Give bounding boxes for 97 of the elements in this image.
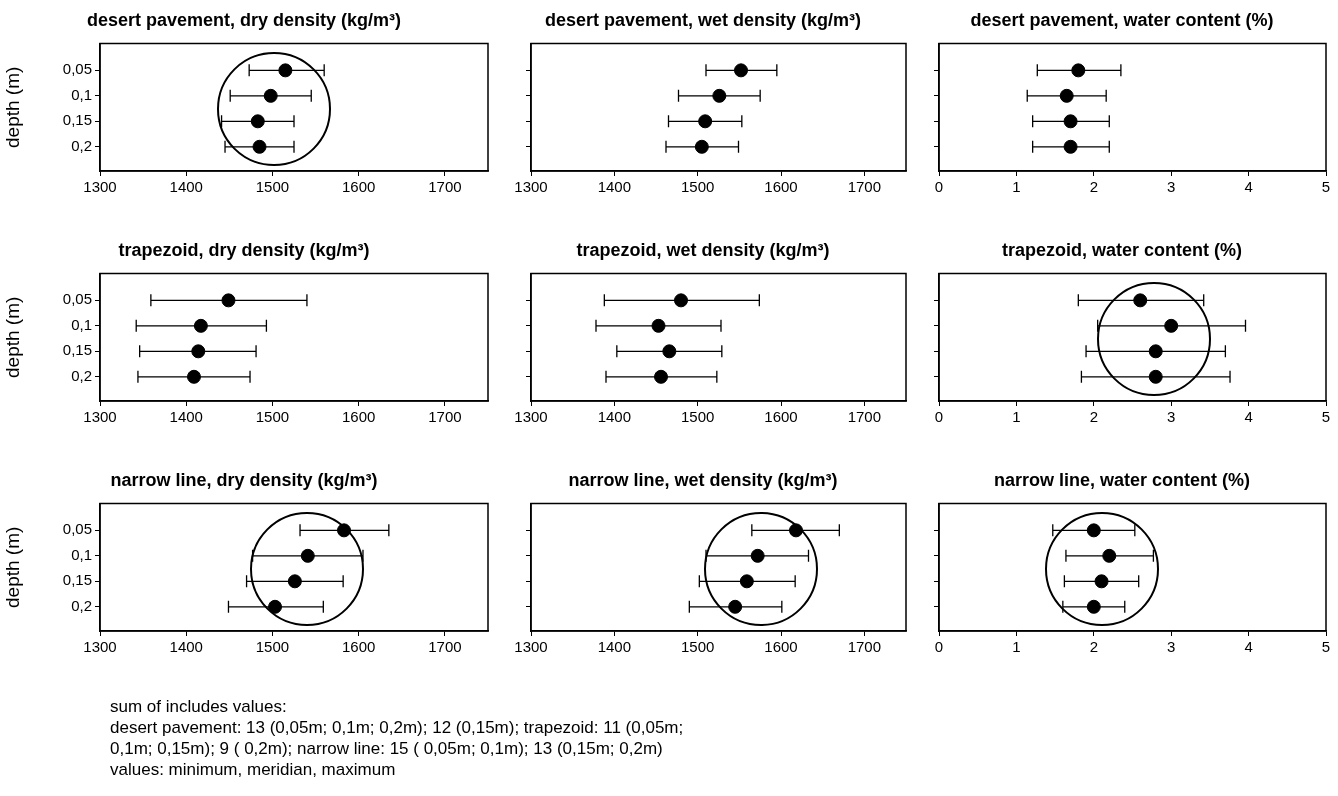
x-tick-label: 2: [1089, 178, 1098, 196]
x-tick-label: 1300: [514, 408, 548, 426]
chart-title: trapezoid, dry density (kg/m³): [118, 239, 370, 260]
chart-title: narrow line, wet density (kg/m³): [568, 469, 838, 490]
x-tick-label: 1500: [255, 638, 290, 656]
x-tick-label: 1500: [255, 178, 290, 196]
point: [268, 599, 283, 614]
x-tick-label: 5: [1321, 408, 1331, 426]
x-tick-label: 4: [1244, 178, 1253, 196]
x-tick-label: 1600: [764, 178, 798, 196]
chart-title: narrow line, water content (%): [993, 469, 1251, 490]
y-tick-label: 0,05: [62, 60, 92, 78]
x-tick-label: 3: [1167, 178, 1176, 196]
chart-title: trapezoid, wet density (kg/m³): [576, 239, 830, 260]
point: [698, 114, 713, 129]
chart-title: trapezoid, water content (%): [1001, 239, 1243, 260]
x-tick-label: 1600: [341, 178, 376, 196]
x-tick-label: 1600: [764, 408, 798, 426]
x-tick-label: 1300: [514, 638, 548, 656]
y-tick-label: 0,15: [62, 571, 92, 589]
x-tick-label: 1700: [428, 638, 462, 656]
x-tick-label: 1600: [341, 408, 376, 426]
x-tick-label: 1700: [847, 408, 882, 426]
x-tick-label: 1500: [680, 178, 715, 196]
point: [252, 139, 267, 154]
point: [250, 114, 265, 129]
y-tick-label: 0,05: [62, 290, 92, 308]
x-tick-label: 5: [1321, 178, 1331, 196]
point: [193, 318, 208, 333]
y-tick-label: 0,1: [71, 85, 92, 103]
x-tick-label: 1700: [428, 178, 462, 196]
x-tick-label: 1700: [847, 178, 882, 196]
point: [278, 63, 293, 78]
point: [651, 318, 666, 333]
x-tick-label: 0: [934, 408, 944, 426]
y-tick-label: 0,15: [62, 341, 92, 359]
x-tick-label: 1600: [341, 638, 376, 656]
x-tick-label: 5: [1321, 638, 1331, 656]
y-tick-label: 0,2: [71, 136, 92, 154]
x-tick-label: 1400: [169, 638, 203, 656]
y-tick-label: 0,1: [71, 545, 92, 563]
chart-title: desert pavement, water content (%): [970, 9, 1274, 30]
text: sum of includes values:: [110, 696, 288, 717]
x-tick-label: 1500: [680, 408, 715, 426]
x-tick-label: 1700: [428, 408, 462, 426]
x-tick-label: 1300: [514, 178, 548, 196]
x-tick-label: 1: [1012, 638, 1021, 656]
x-tick-label: 2: [1089, 638, 1098, 656]
x-tick-label: 4: [1244, 408, 1253, 426]
y-tick-label: 0,05: [62, 520, 92, 538]
point: [750, 548, 765, 563]
x-tick-label: 0: [934, 638, 944, 656]
x-tick-label: 1: [1012, 178, 1021, 196]
x-tick-label: 1400: [597, 178, 632, 196]
chart-title: narrow line, dry density (kg/m³): [110, 469, 378, 490]
point: [694, 139, 709, 154]
point: [221, 293, 236, 308]
point: [186, 369, 201, 384]
y-tick-label: 0,2: [71, 596, 92, 614]
x-tick-label: 1600: [764, 638, 798, 656]
x-tick-label: 1400: [169, 178, 203, 196]
x-tick-label: 1300: [83, 408, 117, 426]
x-tick-label: 3: [1167, 408, 1176, 426]
x-tick-label: 1300: [83, 178, 117, 196]
point: [728, 599, 743, 614]
x-tick-label: 4: [1244, 638, 1253, 656]
x-tick-label: 1400: [169, 408, 203, 426]
text: desert pavement: 13 (0,05m; 0,1m; 0,2m); 12 (0,15m); trapezoid: 11 (0,05m; 0,1m; 0,15m); 9 ( 0,2m); narrow line: 15 ( 0,05m; 0,1m); 13 (0,15m; 0,2m): [110, 717, 685, 759]
x-tick-label: 1400: [597, 638, 632, 656]
point: [300, 548, 315, 563]
point: [654, 369, 668, 384]
point: [662, 344, 677, 359]
point: [739, 574, 754, 589]
x-tick-label: 0: [934, 178, 944, 196]
x-tick-label: 1400: [597, 408, 632, 426]
chart-title: desert pavement, wet density (kg/m³): [544, 9, 862, 30]
x-tick-label: 3: [1167, 638, 1176, 656]
x-tick-label: 1700: [847, 638, 882, 656]
x-tick-label: 1300: [83, 638, 117, 656]
y-axis-title: depth (m): [1, 66, 23, 148]
point: [734, 63, 748, 78]
point: [712, 88, 727, 103]
text: values: minimum, meridian, maximum: [110, 759, 397, 780]
x-tick-label: 2: [1089, 408, 1098, 426]
y-tick-label: 0,2: [71, 366, 92, 384]
point: [674, 293, 688, 308]
y-tick-label: 0,1: [71, 315, 92, 333]
x-tick-label: 1500: [680, 638, 715, 656]
chart-title: desert pavement, dry density (kg/m³): [86, 9, 402, 30]
point: [263, 88, 278, 103]
x-tick-label: 1500: [255, 408, 290, 426]
point: [287, 574, 302, 589]
y-axis-title: depth (m): [1, 526, 23, 608]
x-tick-label: 1: [1012, 408, 1021, 426]
y-tick-label: 0,15: [62, 111, 92, 129]
point: [191, 344, 206, 359]
y-axis-title: depth (m): [1, 296, 23, 378]
